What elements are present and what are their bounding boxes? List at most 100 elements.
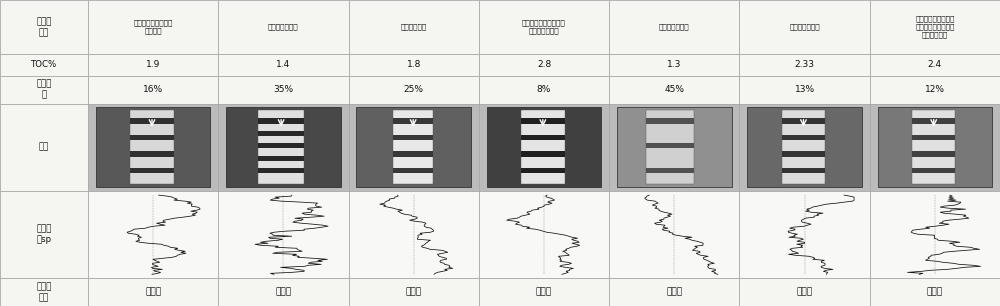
Text: 是形成煤的重要阶段，
与夹口屑等共生: 是形成煤的重要阶段， 与夹口屑等共生 bbox=[522, 20, 566, 34]
Text: 砂质含
量: 砂质含 量 bbox=[36, 80, 52, 100]
Text: 透镜状: 透镜状 bbox=[145, 287, 161, 297]
Bar bbox=[218, 191, 349, 278]
Bar bbox=[88, 278, 218, 306]
Bar bbox=[878, 107, 992, 187]
Bar bbox=[782, 135, 825, 140]
Bar bbox=[130, 135, 174, 140]
Bar bbox=[739, 54, 870, 76]
Bar bbox=[912, 118, 955, 124]
Bar bbox=[393, 110, 433, 184]
Bar bbox=[218, 278, 349, 306]
Bar bbox=[479, 278, 609, 306]
Text: 透镜状: 透镜状 bbox=[275, 287, 291, 297]
Text: 1.9: 1.9 bbox=[146, 60, 160, 69]
Bar bbox=[609, 76, 739, 104]
Bar bbox=[218, 54, 349, 76]
Text: 上部为三角洲前缘，
其下部为正常浅海，
甚至到半深海: 上部为三角洲前缘， 其下部为正常浅海， 甚至到半深海 bbox=[915, 16, 955, 38]
Text: 上部为三角洲相: 上部为三角洲相 bbox=[659, 24, 690, 30]
Bar bbox=[609, 0, 739, 54]
Bar bbox=[349, 76, 479, 104]
Text: 16%: 16% bbox=[143, 85, 163, 94]
Text: 1.4: 1.4 bbox=[276, 60, 291, 69]
Bar bbox=[479, 54, 609, 76]
Bar bbox=[747, 107, 862, 187]
Bar bbox=[870, 76, 1000, 104]
Bar bbox=[739, 0, 870, 54]
Bar bbox=[609, 191, 739, 278]
Bar bbox=[88, 54, 218, 76]
Bar bbox=[479, 191, 609, 278]
Text: 与三角洲泥共生: 与三角洲泥共生 bbox=[789, 24, 820, 30]
Bar bbox=[912, 151, 955, 157]
Bar bbox=[521, 118, 565, 124]
Bar bbox=[479, 76, 609, 104]
Bar bbox=[88, 191, 218, 278]
Bar bbox=[349, 191, 479, 278]
Text: 透镜状: 透镜状 bbox=[927, 287, 943, 297]
Bar bbox=[870, 278, 1000, 306]
Bar bbox=[0, 104, 88, 191]
Bar bbox=[782, 168, 825, 173]
Text: 常与障壁岛组成障壁
潟湖体系: 常与障壁岛组成障壁 潟湖体系 bbox=[133, 20, 173, 34]
Bar bbox=[258, 143, 304, 148]
Bar bbox=[393, 168, 433, 173]
Bar bbox=[646, 143, 694, 148]
Text: 35%: 35% bbox=[273, 85, 293, 94]
Bar bbox=[0, 278, 88, 306]
Bar bbox=[218, 0, 349, 54]
Bar bbox=[646, 110, 694, 184]
Text: 照片: 照片 bbox=[39, 143, 49, 152]
Bar bbox=[130, 151, 174, 157]
Bar bbox=[782, 110, 825, 184]
Bar bbox=[0, 191, 88, 278]
Bar bbox=[393, 151, 433, 157]
Bar bbox=[88, 76, 218, 104]
Bar bbox=[739, 278, 870, 306]
Bar bbox=[609, 278, 739, 306]
Bar bbox=[393, 135, 433, 140]
Bar bbox=[521, 151, 565, 157]
Text: TOC%: TOC% bbox=[31, 60, 57, 69]
Bar bbox=[782, 151, 825, 157]
Bar bbox=[356, 107, 471, 187]
Text: 12%: 12% bbox=[925, 85, 945, 94]
Bar bbox=[226, 107, 341, 187]
Text: 13%: 13% bbox=[795, 85, 815, 94]
Bar bbox=[912, 110, 955, 184]
Text: 1.3: 1.3 bbox=[667, 60, 681, 69]
Text: 2.33: 2.33 bbox=[795, 60, 815, 69]
Bar bbox=[609, 104, 739, 191]
Bar bbox=[88, 0, 218, 54]
Bar bbox=[349, 278, 479, 306]
Text: 45%: 45% bbox=[664, 85, 684, 94]
Text: 2.4: 2.4 bbox=[928, 60, 942, 69]
Bar bbox=[739, 76, 870, 104]
Bar bbox=[349, 0, 479, 54]
Bar bbox=[258, 131, 304, 136]
Bar bbox=[349, 104, 479, 191]
Bar bbox=[88, 104, 218, 191]
Bar bbox=[258, 118, 304, 124]
Bar bbox=[521, 110, 565, 184]
Bar bbox=[393, 118, 433, 124]
Text: 常与混合坪共存: 常与混合坪共存 bbox=[268, 24, 299, 30]
Bar bbox=[130, 168, 174, 173]
Bar bbox=[609, 54, 739, 76]
Text: 测井曲
线sp: 测井曲 线sp bbox=[36, 224, 52, 244]
Bar bbox=[912, 168, 955, 173]
Text: 压扁状: 压扁状 bbox=[666, 287, 682, 297]
Text: 2.8: 2.8 bbox=[537, 60, 551, 69]
Text: 互层状: 互层状 bbox=[406, 287, 422, 297]
Bar bbox=[782, 118, 825, 124]
Bar bbox=[646, 168, 694, 173]
Bar bbox=[0, 54, 88, 76]
Bar bbox=[479, 0, 609, 54]
Bar bbox=[0, 76, 88, 104]
Text: 微层系
结构: 微层系 结构 bbox=[36, 282, 52, 302]
Bar bbox=[96, 107, 210, 187]
Text: 8%: 8% bbox=[537, 85, 551, 94]
Bar bbox=[479, 104, 609, 191]
Bar bbox=[739, 104, 870, 191]
Bar bbox=[487, 107, 601, 187]
Bar bbox=[870, 54, 1000, 76]
